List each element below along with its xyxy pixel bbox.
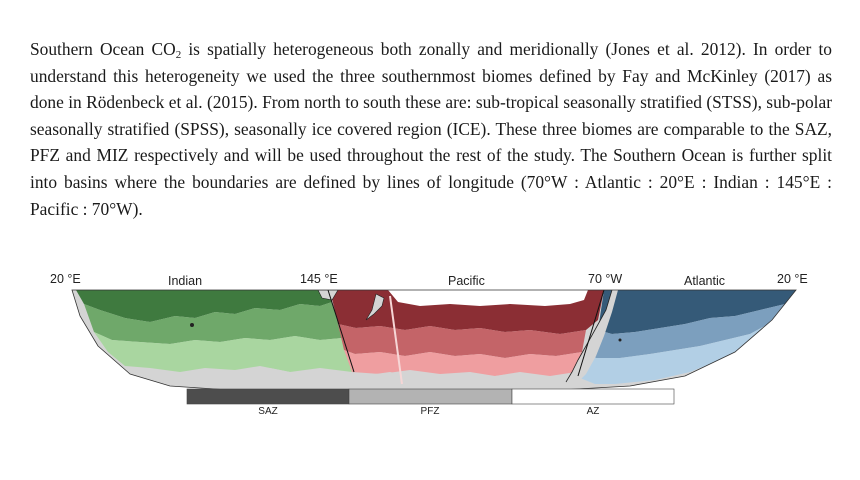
lon-label-70w: 70 °W <box>588 272 623 286</box>
lon-label-right: 20 °E <box>777 272 808 286</box>
indian-az <box>94 332 352 372</box>
atlantic-pfz <box>588 304 785 358</box>
antarctic-coast <box>118 366 640 390</box>
pacific-white-zone <box>388 290 588 306</box>
island-small <box>618 338 622 342</box>
meridian-line <box>389 295 403 385</box>
basin-label-pacific: Pacific <box>448 274 485 288</box>
lon-label-left: 20 °E <box>50 272 81 286</box>
indian-pfz <box>84 302 342 344</box>
australia-tip <box>317 290 339 301</box>
pacific-az <box>344 350 582 376</box>
body-paragraph: Southern Ocean CO2 is spatially heteroge… <box>30 36 832 222</box>
legend-pfz-swatch <box>348 388 513 405</box>
paragraph-text-2: is spatially heterogeneous both zonally … <box>30 39 832 219</box>
legend-az-swatch <box>511 388 675 405</box>
paragraph-subscript: 2 <box>175 49 182 61</box>
island-kerguelen <box>190 323 194 327</box>
lon-label-145e: 145 °E <box>300 272 338 286</box>
new-zealand-land <box>365 293 385 321</box>
legend-saz-label: SAZ <box>258 406 278 417</box>
legend-az-label: AZ <box>586 406 600 417</box>
boundary-145e <box>327 290 355 373</box>
paragraph-text-1: Southern Ocean CO <box>30 39 176 59</box>
basin-label-atlantic: Atlantic <box>684 274 725 288</box>
legend-saz-swatch <box>186 388 350 405</box>
indian-saz <box>76 290 332 322</box>
pacific-pfz <box>338 324 586 358</box>
basin-label-indian: Indian <box>168 274 203 288</box>
boundary-70w <box>577 290 605 377</box>
atlantic-az <box>578 322 772 384</box>
south-america-land <box>566 290 618 386</box>
legend-pfz-label: PFZ <box>420 406 440 417</box>
south-america-coast-line <box>565 290 613 383</box>
atlantic-saz <box>598 290 796 334</box>
